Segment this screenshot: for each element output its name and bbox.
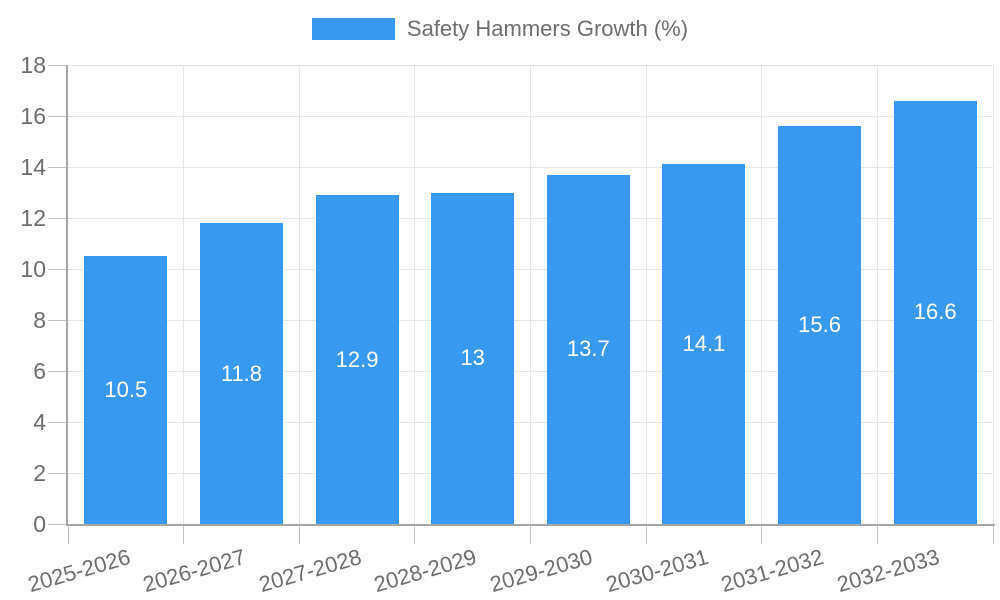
y-tick-mark [48, 319, 66, 321]
y-tick-mark [48, 523, 66, 525]
y-tick-mark [48, 166, 66, 168]
bar[interactable] [778, 126, 862, 524]
x-tick-mark [414, 526, 416, 544]
x-tick-mark [761, 526, 763, 544]
y-tick-label: 10 [20, 256, 46, 282]
y-tick-mark [48, 217, 66, 219]
y-tick-mark [48, 115, 66, 117]
x-gridline [645, 65, 647, 524]
x-tick-mark [876, 526, 878, 544]
bar-value-label: 14.1 [682, 331, 726, 357]
bar-value-label: 11.8 [220, 360, 263, 386]
legend-swatch-icon [311, 18, 395, 40]
y-tick-label: 0 [33, 511, 46, 537]
x-gridline [876, 65, 878, 524]
x-category-label: 2029-2030 [487, 544, 596, 598]
x-tick-mark [298, 526, 300, 544]
y-tick-label: 2 [33, 460, 46, 486]
bar[interactable] [84, 256, 168, 524]
x-category-label: 2027-2028 [255, 544, 364, 598]
y-tick-mark [48, 64, 66, 66]
bar-value-label: 13.7 [566, 336, 610, 362]
legend: Safety Hammers Growth (%) [0, 16, 1000, 42]
y-tick-label: 6 [33, 358, 46, 384]
bar-value-label: 10.5 [104, 377, 148, 403]
x-category-label: 2031-2032 [718, 544, 827, 598]
y-tick-mark [48, 472, 66, 474]
x-axis-line [66, 524, 995, 526]
y-tick-mark [48, 421, 66, 423]
x-tick-mark [645, 526, 647, 544]
x-gridline [530, 65, 531, 524]
x-tick-mark [183, 526, 185, 544]
bar[interactable] [893, 100, 977, 524]
y-tick-mark [48, 370, 66, 372]
x-gridline [298, 65, 300, 524]
legend-item[interactable]: Safety Hammers Growth (%) [311, 16, 689, 42]
bar[interactable] [199, 223, 283, 524]
y-tick-label: 4 [33, 409, 46, 435]
x-category-label: 2032-2033 [834, 544, 943, 598]
bar[interactable] [315, 195, 399, 524]
bar[interactable] [431, 192, 515, 524]
y-tick-label: 14 [20, 154, 46, 180]
x-category-label: 2025-2026 [24, 544, 133, 598]
y-tick-label: 12 [20, 205, 46, 231]
x-category-label: 2026-2027 [140, 544, 249, 598]
y-tick-label: 18 [20, 52, 46, 78]
bar-value-label: 13 [460, 345, 485, 371]
bar-value-label: 15.6 [798, 312, 841, 338]
y-tick-label: 8 [33, 307, 46, 333]
x-gridline [183, 65, 185, 524]
x-gridline [761, 65, 763, 524]
y-tick-mark [48, 268, 66, 270]
plot-area: 0 2 4 6 8 10 12 14 16 18 10.5 2025-2026 11.8 2026-202… [20, 52, 995, 597]
x-tick-mark [530, 526, 531, 544]
x-category-label: 2028-2029 [371, 544, 480, 598]
bar[interactable] [546, 174, 630, 524]
x-tick-mark [992, 526, 994, 544]
bar[interactable] [662, 164, 746, 524]
x-tick-mark [67, 526, 69, 544]
legend-label: Safety Hammers Growth (%) [406, 16, 689, 41]
x-gridline [992, 65, 994, 524]
y-tick-label: 16 [20, 103, 46, 129]
bar-value-label: 16.6 [913, 299, 957, 325]
y-axis-line [66, 65, 68, 526]
bar-value-label: 12.9 [335, 346, 379, 372]
x-gridline [414, 65, 416, 524]
x-category-label: 2030-2031 [602, 544, 711, 598]
